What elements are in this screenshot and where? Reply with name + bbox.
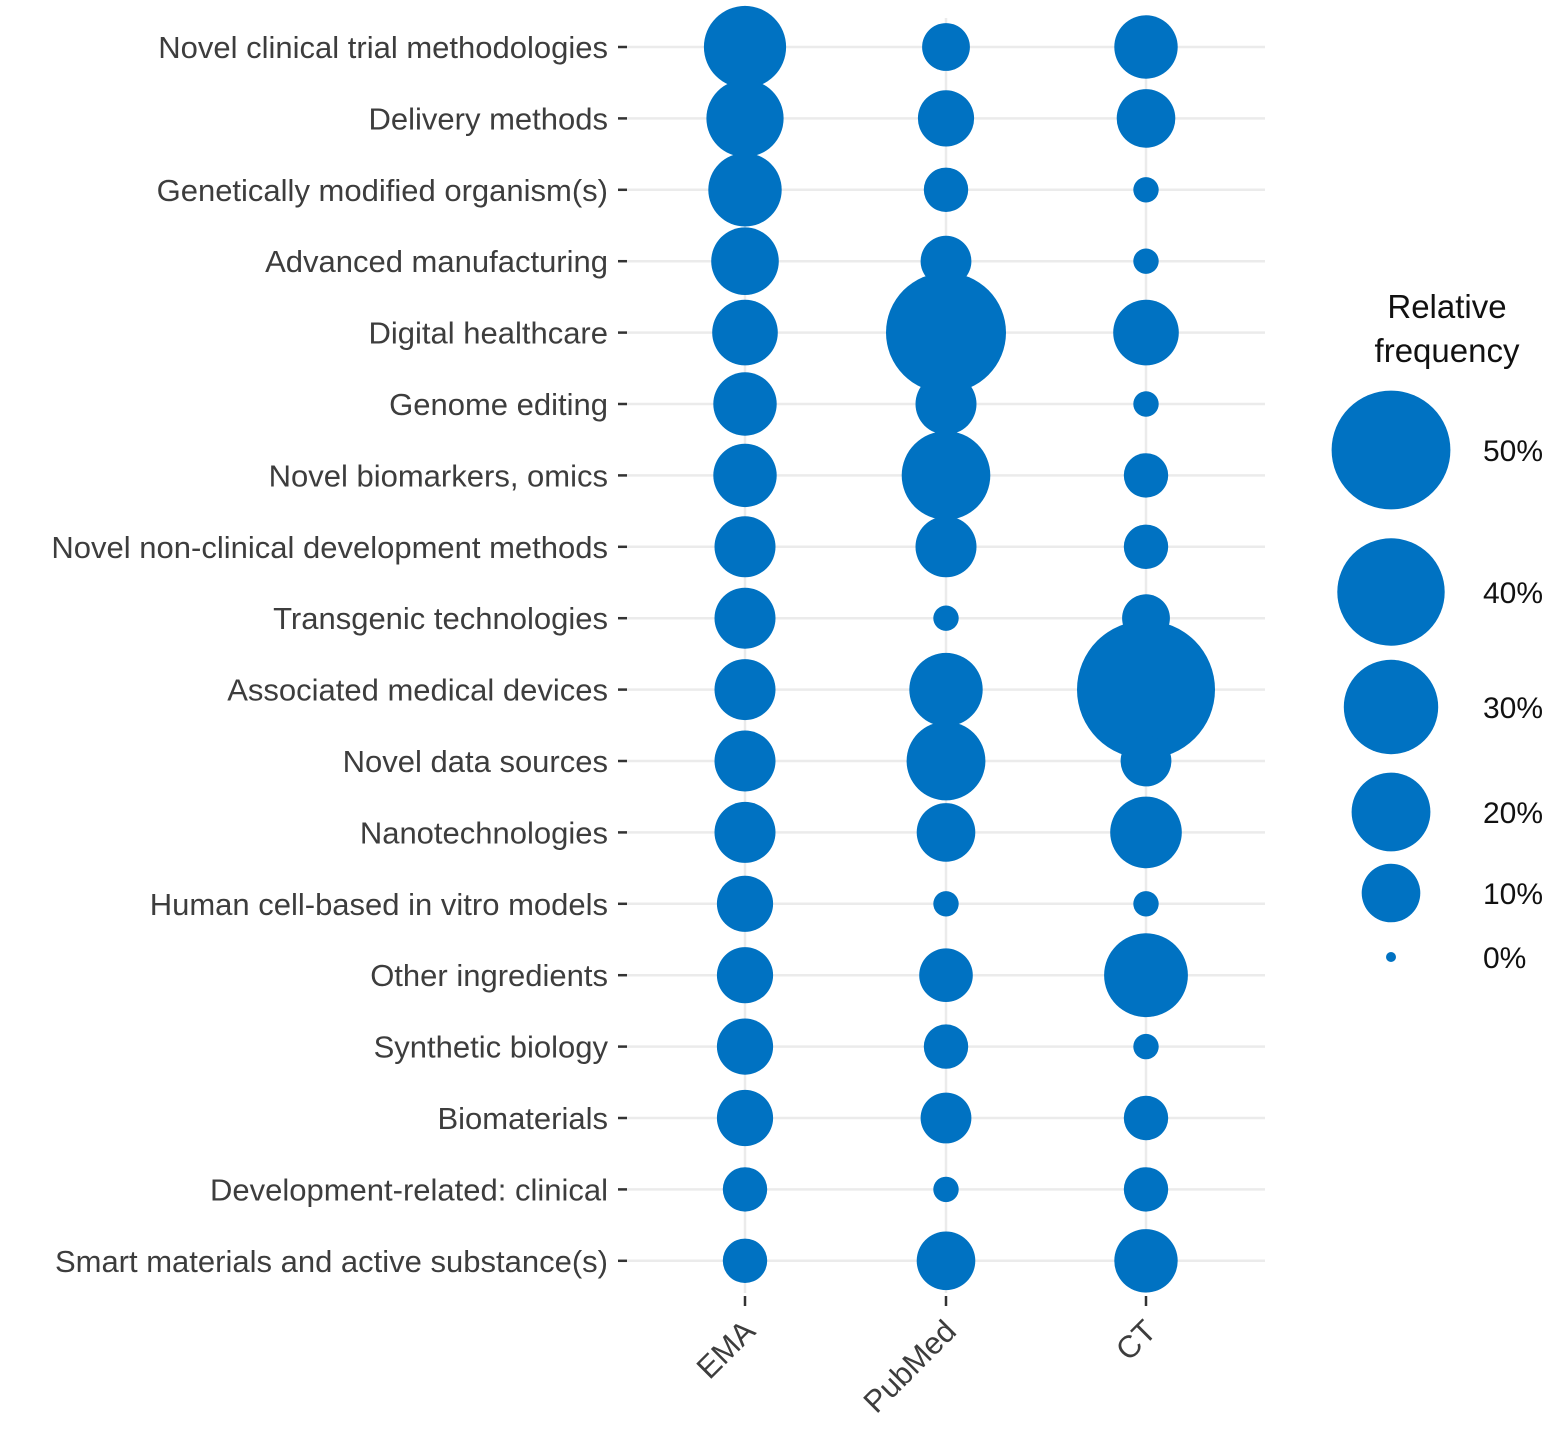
y-tick-label: Novel clinical trial methodologies: [158, 30, 608, 65]
legend-key-label: 40%: [1483, 577, 1543, 610]
bubble: [714, 730, 776, 792]
bubble: [714, 801, 776, 863]
bubble: [1120, 735, 1172, 787]
bubble: [1133, 177, 1159, 203]
bubble: [909, 652, 983, 727]
legend-key-circle: [1351, 772, 1431, 852]
bubble: [722, 1167, 768, 1212]
bubble: [713, 372, 777, 436]
bubble: [920, 1092, 972, 1144]
bubble: [1123, 524, 1169, 569]
bubble: [919, 948, 973, 1002]
y-tick-label: Novel non-clinical development methods: [51, 530, 608, 565]
legend-key-label: 30%: [1483, 692, 1543, 725]
bubble: [933, 605, 959, 631]
legend-key-label: 20%: [1483, 797, 1543, 830]
legend-key-label: 10%: [1483, 878, 1543, 911]
bubble: [711, 227, 779, 295]
y-tick-label: Smart materials and active substance(s): [55, 1244, 608, 1279]
bubble: [713, 443, 777, 508]
bubble: [714, 659, 776, 721]
y-tick-label: Genome editing: [389, 387, 608, 422]
bubbles: [703, 5, 1215, 1293]
bubble: [716, 1018, 774, 1075]
bubble: [917, 90, 975, 147]
y-tick-label: Other ingredients: [370, 958, 608, 993]
legend-key-circle: [1361, 863, 1421, 923]
bubble: [916, 1231, 976, 1291]
y-tick-label: Advanced manufacturing: [265, 244, 608, 279]
y-tick-label: Development-related: clinical: [210, 1172, 608, 1207]
bubble: [714, 516, 776, 578]
legend-key-label: 0%: [1483, 942, 1526, 975]
bubble: [922, 23, 970, 71]
bubble: [1123, 1095, 1169, 1141]
y-tick-label: Novel data sources: [343, 744, 608, 779]
x-tick-label: CT: [1109, 1313, 1163, 1367]
y-tick-label: Associated medical devices: [227, 673, 608, 708]
bubble: [716, 947, 774, 1004]
legend: Relative frequency 50% 40% 30% 20% 10% 0%: [1331, 288, 1543, 975]
y-tick-label: Novel biomarkers, omics: [269, 458, 608, 493]
x-tick-label: EMA: [690, 1313, 762, 1385]
bubble: [708, 153, 782, 227]
y-tick-label: Nanotechnologies: [360, 815, 608, 850]
bubble: [933, 891, 959, 917]
bubble: [1133, 248, 1159, 274]
bubble: [1133, 1033, 1159, 1060]
bubble: [1113, 299, 1179, 366]
y-tick-label: Human cell-based in vitro models: [150, 887, 608, 922]
bubble: [1110, 796, 1182, 869]
bubble: [722, 1238, 768, 1284]
y-tick-label: Synthetic biology: [374, 1030, 609, 1065]
bubble: [916, 803, 976, 862]
bubble: [915, 516, 977, 578]
bubble: [886, 272, 1006, 393]
bubble: [706, 79, 784, 157]
bubble: [1123, 1167, 1169, 1212]
y-tick-label: Biomaterials: [437, 1101, 608, 1136]
bubble: [1104, 933, 1188, 1018]
y-tick-label: Genetically modified organism(s): [157, 173, 608, 208]
bubble: [1116, 89, 1176, 148]
bubble: [716, 875, 774, 932]
bubble: [915, 373, 977, 435]
bubble: [1133, 391, 1159, 417]
bubble: [920, 235, 972, 287]
x-axis-labels: EMA PubMed CT: [690, 1313, 1163, 1420]
legend-key-circle: [1331, 390, 1451, 510]
bubble: [716, 1089, 774, 1147]
legend-key-label: 50%: [1483, 435, 1543, 468]
bubble: [906, 721, 986, 801]
bubble: [1133, 891, 1159, 917]
bubble: [1123, 453, 1169, 498]
y-axis-labels: Novel clinical trial methodologies Delive…: [51, 30, 608, 1279]
y-tick-label: Digital healthcare: [368, 316, 608, 351]
bubble: [712, 299, 778, 366]
legend-key-circle: [1337, 538, 1445, 646]
y-tick-label: Delivery methods: [369, 101, 608, 136]
bubble: [933, 1176, 959, 1203]
legend-key-circle: [1343, 659, 1439, 755]
bubble: [1077, 620, 1215, 759]
x-tick-label: PubMed: [857, 1313, 963, 1419]
y-tick-label: Transgenic technologies: [273, 601, 608, 636]
legend-key-circle: [1386, 952, 1396, 962]
bubble: [714, 587, 776, 649]
bubble: [923, 1024, 969, 1069]
bubble: [1114, 1229, 1178, 1293]
bubble: [901, 431, 991, 520]
legend-title-line1: Relative: [1387, 288, 1506, 325]
bubble: [923, 167, 969, 212]
bubble: [703, 5, 787, 89]
legend-title-line2: frequency: [1375, 332, 1520, 369]
bubble: [1114, 15, 1178, 79]
